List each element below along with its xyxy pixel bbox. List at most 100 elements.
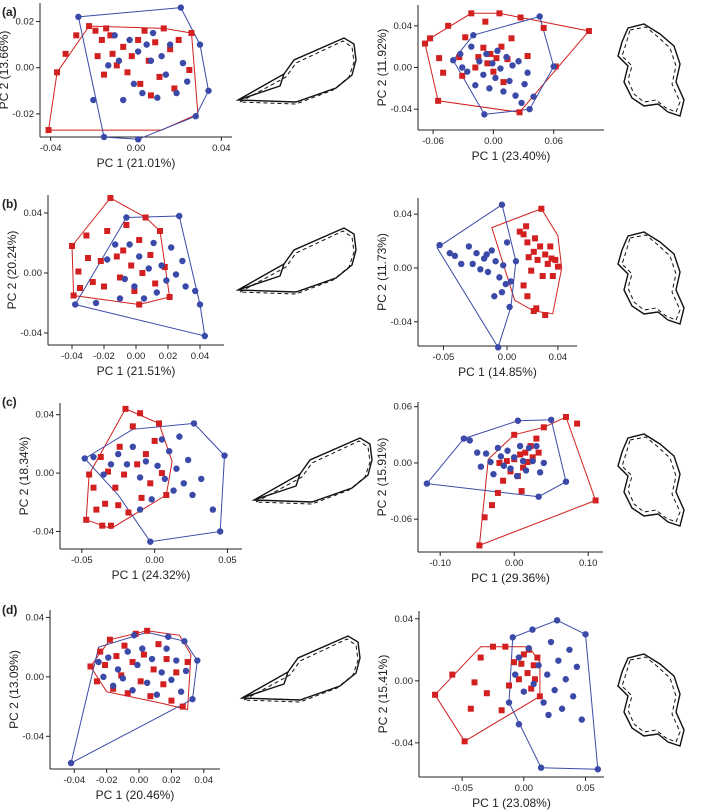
blue-point: [92, 299, 100, 307]
blue-point: [140, 295, 148, 302]
blue-point: [196, 41, 204, 48]
red-hull: [491, 208, 563, 315]
blue-point: [192, 287, 199, 295]
red-point: [150, 666, 157, 673]
outline-dashed: [254, 440, 371, 505]
red-point: [158, 470, 165, 477]
blue-point: [190, 420, 198, 427]
red-point: [103, 25, 110, 32]
x-tick-label: -0.04: [61, 351, 83, 362]
panel-2: -0.06 0.00 0.06 -0.04 0.00 0.04 PC 1 (23.40%) P…: [375, 5, 685, 163]
x-tick-label: -0.05: [433, 352, 455, 363]
blue-point: [472, 82, 479, 89]
blue-point: [189, 695, 196, 703]
x-tick-label: 0.04: [195, 775, 214, 786]
red-point: [163, 656, 170, 663]
blue-point: [129, 687, 136, 694]
red-point: [161, 264, 168, 270]
y-axis-label: PC 2 (11.92%): [375, 29, 389, 107]
red-point: [86, 471, 93, 478]
blue-point: [147, 57, 155, 64]
red-point: [548, 255, 555, 262]
red-point: [137, 80, 144, 87]
red-point: [156, 73, 163, 80]
blue-point: [158, 52, 165, 60]
red-point: [554, 263, 561, 270]
shape-outline: [235, 227, 357, 295]
x-axis-label: PC 1 (21.51%): [97, 364, 176, 378]
red-point: [124, 690, 131, 697]
blue-point: [477, 266, 484, 273]
red-point: [493, 55, 500, 62]
red-point: [432, 691, 439, 698]
blue-point: [550, 63, 557, 70]
blue-point: [512, 92, 519, 99]
red-point: [104, 228, 111, 234]
blue-point: [136, 506, 144, 513]
red-point: [147, 480, 154, 487]
red-point: [120, 247, 127, 254]
blue-point: [494, 444, 502, 452]
y-tick-label: 0.04: [36, 410, 55, 421]
blue-point: [578, 716, 585, 723]
blue-point: [535, 662, 542, 669]
blue-point: [173, 89, 180, 97]
red-point: [496, 10, 503, 17]
panel-1: (a) -0.04 0.00 0.04 -0.02 0.00 0.02 PC 1 (21.01…: [0, 3, 357, 170]
blue-point: [468, 43, 475, 50]
red-point: [462, 34, 469, 41]
blue-point: [488, 247, 495, 254]
red-point: [552, 256, 559, 263]
red-point: [102, 500, 109, 507]
blue-point: [535, 493, 542, 500]
red-point: [166, 294, 173, 300]
blue-point: [120, 96, 127, 104]
blue-point: [116, 295, 124, 302]
blue-point: [459, 64, 466, 71]
red-point: [173, 669, 180, 676]
red-point: [136, 237, 143, 243]
blue-point: [136, 253, 143, 260]
red-point: [93, 678, 100, 685]
red-point: [75, 268, 82, 275]
red-hull: [47, 25, 199, 131]
outline-solid: [617, 231, 685, 325]
y-axis-label: PC 2 (15.91%): [375, 438, 389, 517]
red-point: [122, 405, 129, 412]
red-point: [528, 267, 535, 274]
red-point: [85, 255, 91, 261]
red-point: [503, 458, 510, 465]
x-axis-label: PC 1 (14.85%): [458, 365, 537, 379]
blue-point: [562, 676, 569, 683]
red-point: [147, 252, 154, 258]
red-point: [490, 643, 496, 650]
blue-point: [176, 212, 183, 220]
red-point: [523, 223, 530, 230]
red-point: [574, 420, 581, 427]
red-point: [156, 420, 163, 427]
blue-point: [483, 251, 490, 258]
x-tick-label: -0.02: [93, 351, 115, 362]
blue-point: [516, 442, 524, 450]
y-axis-label: PC 2 (13.66%): [0, 31, 11, 110]
red-point: [476, 542, 483, 549]
y-axis-label: PC 2 (11.73%): [375, 233, 389, 311]
blue-point: [112, 241, 119, 248]
blue-point: [520, 688, 528, 695]
red-point: [83, 232, 90, 239]
red-point: [525, 254, 532, 261]
blue-point: [192, 113, 199, 120]
blue-point: [457, 50, 464, 58]
blue-hull: [452, 15, 555, 115]
blue-point: [173, 657, 180, 664]
blue-point: [548, 416, 555, 424]
y-tick-label: -0.04: [390, 104, 412, 115]
x-tick-label: 0.02: [162, 775, 181, 786]
blue-point: [500, 462, 508, 469]
y-tick-label: -0.04: [390, 317, 412, 328]
blue-point: [119, 675, 127, 682]
blue-point: [149, 29, 157, 37]
y-tick-label: 0.00: [16, 63, 35, 74]
blue-point: [154, 462, 161, 469]
red-point: [147, 92, 154, 99]
